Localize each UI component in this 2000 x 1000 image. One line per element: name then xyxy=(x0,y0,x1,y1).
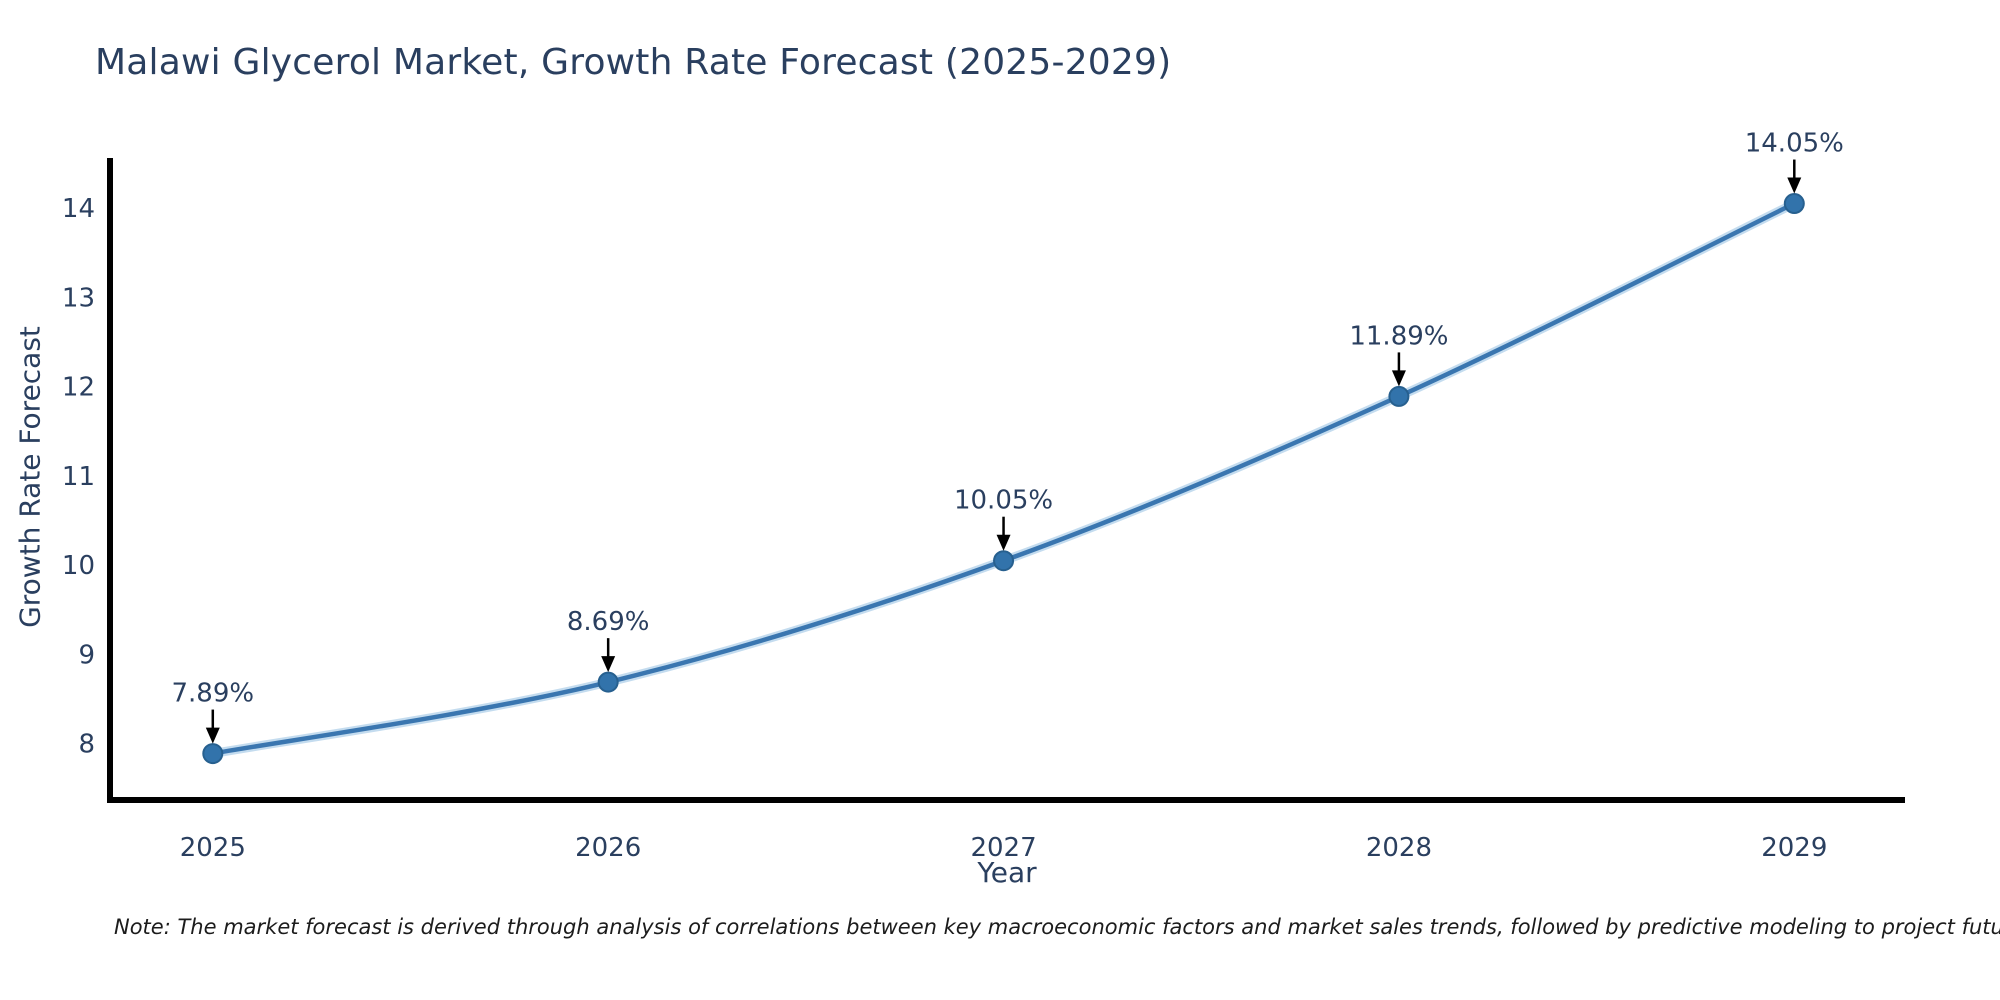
series-line xyxy=(210,201,1797,756)
y-tick-label: 13 xyxy=(62,283,95,313)
annotation-arrowhead xyxy=(1787,177,1802,194)
point-annotation: 14.05% xyxy=(1745,129,1844,159)
annotation-arrowhead xyxy=(601,656,616,673)
data-point xyxy=(202,743,224,765)
x-tick-label: 2028 xyxy=(1366,833,1432,863)
annotation-arrowhead xyxy=(1391,370,1406,387)
annotation-arrowhead xyxy=(996,534,1011,551)
y-tick-label: 10 xyxy=(62,551,95,581)
series-line-halo xyxy=(208,199,1799,759)
data-point xyxy=(597,671,619,693)
x-axis-title: Year xyxy=(0,856,2000,889)
y-axis-title: Growth Rate Forecast xyxy=(13,326,47,628)
x-tick-label: 2027 xyxy=(970,833,1036,863)
x-tick-label: 2025 xyxy=(180,833,246,863)
y-tick-label: 12 xyxy=(62,373,95,403)
x-tick-label: 2029 xyxy=(1761,833,1827,863)
chart-title: Malawi Glycerol Market, Growth Rate Fore… xyxy=(95,42,1172,83)
data-point xyxy=(1783,193,1805,215)
point-annotation: 10.05% xyxy=(954,486,1053,516)
point-annotation: 8.69% xyxy=(567,607,650,637)
x-axis-title-text: Year xyxy=(977,856,1037,889)
chart-footnote: Note: The market forecast is derived thr… xyxy=(114,915,2000,939)
data-point xyxy=(993,550,1015,572)
annotation-arrowhead xyxy=(205,727,220,744)
x-tick-label: 2026 xyxy=(575,833,641,863)
y-tick-label: 14 xyxy=(62,194,95,224)
y-tick-label: 8 xyxy=(78,730,95,760)
y-tick-label: 9 xyxy=(78,640,95,670)
point-annotation: 7.89% xyxy=(171,679,254,709)
point-annotation: 11.89% xyxy=(1349,321,1448,351)
data-point xyxy=(1388,385,1410,407)
y-tick-label: 11 xyxy=(62,462,95,492)
